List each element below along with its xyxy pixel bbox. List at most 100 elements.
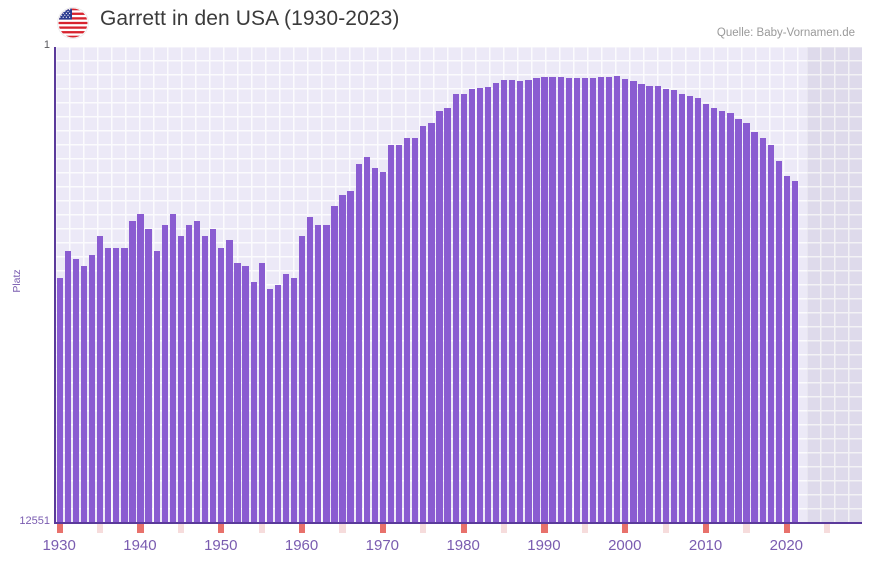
bar[interactable] xyxy=(177,236,185,522)
bar[interactable] xyxy=(97,236,104,522)
bar[interactable] xyxy=(775,160,783,522)
bar[interactable] xyxy=(670,89,677,522)
bar[interactable] xyxy=(193,221,201,522)
bar[interactable] xyxy=(218,247,225,522)
bar[interactable] xyxy=(210,228,217,522)
x-axis-label-1960: 1960 xyxy=(284,537,319,554)
bar[interactable] xyxy=(226,240,233,522)
bar[interactable] xyxy=(161,224,168,522)
bar[interactable] xyxy=(371,168,379,522)
bar[interactable] xyxy=(274,285,282,522)
bar[interactable] xyxy=(573,77,581,522)
bar[interactable] xyxy=(428,122,435,522)
bar[interactable] xyxy=(783,175,791,522)
bar[interactable] xyxy=(743,122,750,522)
bar[interactable] xyxy=(686,96,694,522)
bar[interactable] xyxy=(113,247,120,522)
bar[interactable] xyxy=(379,171,387,522)
bar[interactable] xyxy=(202,236,209,522)
bar[interactable] xyxy=(444,107,451,522)
bar[interactable] xyxy=(234,262,241,522)
bar[interactable] xyxy=(185,224,193,522)
bar[interactable] xyxy=(484,86,492,522)
bar[interactable] xyxy=(56,277,63,522)
bar[interactable] xyxy=(509,80,516,522)
x-axis-label-2000: 2000 xyxy=(608,537,642,554)
bar[interactable] xyxy=(129,221,136,522)
bar[interactable] xyxy=(290,277,298,522)
bar[interactable] xyxy=(307,217,314,522)
bar[interactable] xyxy=(541,77,548,522)
bar[interactable] xyxy=(614,76,621,522)
bar[interactable] xyxy=(266,289,273,522)
bar[interactable] xyxy=(452,94,459,522)
bar[interactable] xyxy=(323,224,330,522)
bar[interactable] xyxy=(282,274,290,522)
x-axis-tick xyxy=(218,524,225,533)
bar[interactable] xyxy=(751,132,758,522)
bar[interactable] xyxy=(331,205,338,522)
bar[interactable] xyxy=(630,81,637,522)
bar[interactable] xyxy=(767,145,774,522)
bar[interactable] xyxy=(727,113,734,522)
bar[interactable] xyxy=(735,118,742,522)
bar[interactable] xyxy=(759,137,766,522)
x-axis-tick xyxy=(299,524,306,533)
x-axis-label-1940: 1940 xyxy=(123,537,157,554)
bar[interactable] xyxy=(678,93,686,522)
bar[interactable] xyxy=(315,224,322,522)
bar[interactable] xyxy=(694,98,702,522)
bar[interactable] xyxy=(468,88,475,522)
bar[interactable] xyxy=(719,111,726,522)
bar[interactable] xyxy=(606,76,613,522)
bar[interactable] xyxy=(436,111,443,522)
bar[interactable] xyxy=(339,194,346,522)
bar[interactable] xyxy=(387,145,395,522)
bar[interactable] xyxy=(517,81,524,522)
bar[interactable] xyxy=(565,77,572,522)
bar[interactable] xyxy=(347,190,354,522)
bar[interactable] xyxy=(355,164,362,522)
bar[interactable] xyxy=(533,78,540,522)
bar[interactable] xyxy=(395,145,403,522)
bar[interactable] xyxy=(64,251,71,522)
bar[interactable] xyxy=(72,258,80,522)
bar[interactable] xyxy=(121,247,128,522)
bar[interactable] xyxy=(597,77,605,522)
bar[interactable] xyxy=(460,94,467,522)
bar[interactable] xyxy=(363,156,370,522)
bar[interactable] xyxy=(638,84,645,522)
bar[interactable] xyxy=(299,236,306,522)
bar[interactable] xyxy=(153,251,160,522)
bar[interactable] xyxy=(711,107,718,522)
bar[interactable] xyxy=(654,85,661,522)
bar[interactable] xyxy=(791,181,799,522)
x-axis-label-1990: 1990 xyxy=(527,537,561,554)
bar[interactable] xyxy=(105,247,112,522)
bar[interactable] xyxy=(549,77,556,522)
bar[interactable] xyxy=(137,213,144,522)
bar[interactable] xyxy=(169,213,177,522)
bar[interactable] xyxy=(80,266,88,522)
bar[interactable] xyxy=(492,82,500,522)
bar[interactable] xyxy=(622,79,629,522)
bar[interactable] xyxy=(557,76,564,522)
bar[interactable] xyxy=(581,78,589,522)
bar[interactable] xyxy=(662,88,669,522)
bar[interactable] xyxy=(145,228,152,522)
bar[interactable] xyxy=(404,137,411,522)
bar[interactable] xyxy=(646,85,653,522)
bar[interactable] xyxy=(525,80,532,522)
bar[interactable] xyxy=(501,80,508,522)
bar[interactable] xyxy=(88,255,96,522)
bar[interactable] xyxy=(589,78,597,522)
bar[interactable] xyxy=(250,281,257,522)
source-attribution: Quelle: Baby-Vornamen.de xyxy=(716,27,855,39)
bar[interactable] xyxy=(420,126,427,522)
bar[interactable] xyxy=(476,87,484,522)
bar[interactable] xyxy=(258,262,265,522)
x-axis-line xyxy=(54,522,862,524)
bar[interactable] xyxy=(242,266,249,522)
bar[interactable] xyxy=(412,137,419,522)
bar[interactable] xyxy=(703,103,710,522)
